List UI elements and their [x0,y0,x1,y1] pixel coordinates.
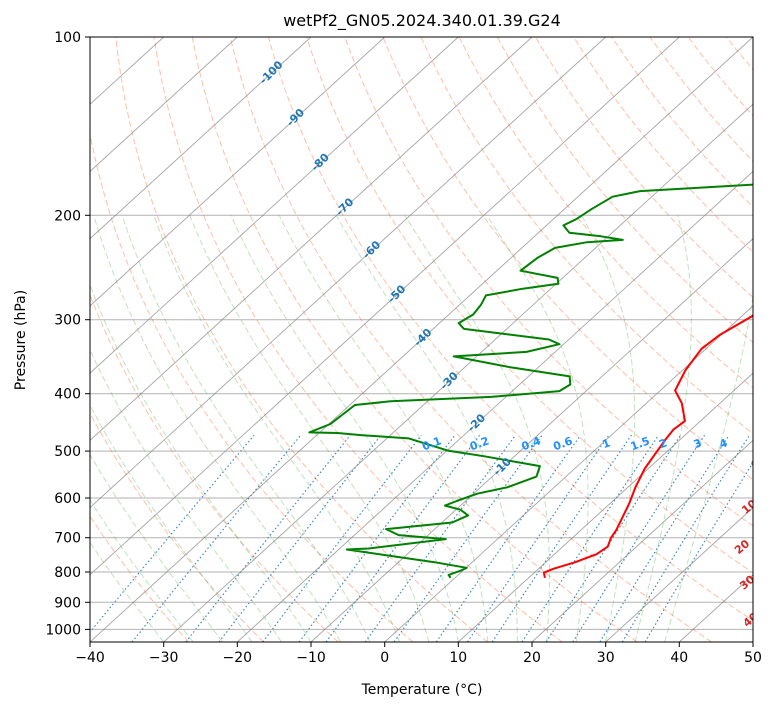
moist-adiabat [90,283,312,642]
tick-layer: −40 −30 −20 −10 0 10 20 30 40 5010020030040050060… [45,30,762,666]
moist-adiabat [634,215,692,642]
y-tick-label: 700 [54,531,81,547]
mixing-ratio-label: 1.5 [629,434,652,453]
moist-adiabat [121,215,371,642]
moist-adiabat [278,215,489,642]
x-tick-label: 20 [523,650,541,666]
mixing-ratio-line [521,434,660,642]
moist-adiabat-label: 0 [748,457,762,472]
isotherm [384,305,753,642]
mixing-ratio-label: 4 [718,436,730,451]
mixing-ratio-line [364,434,516,642]
x-tick-label: −40 [75,650,105,666]
isotherm [90,37,312,240]
isotherm [457,372,753,642]
dry-adiabat [649,37,753,163]
dry-adiabat [268,37,753,622]
series-layer [308,183,753,579]
chart-title: wetPf2_GN05.2024.340.01.39.G24 [283,11,561,31]
mixing-ratio-line [90,434,255,634]
mixing-ratio-label: 0.4 [520,434,543,453]
dry-adiabat [191,37,638,642]
mixing-ratio-line [599,434,730,642]
mixing-ratio-line [644,461,753,642]
dry-adiabat [306,37,753,574]
isotherm [531,439,753,642]
dry-adiabat [90,131,414,642]
dry-adiabat [115,37,488,642]
dewpoint-profile-line [308,183,753,579]
mixing-ratio-label: 1 [600,436,612,451]
isotherm [90,37,753,642]
isotherm [90,37,386,307]
mixing-ratio-label: 0.1 [420,434,443,453]
y-tick-label: 100 [54,30,81,46]
dry-adiabat [229,37,712,642]
y-tick-label: 600 [54,491,81,507]
mixing-ratio-line [298,434,456,642]
mixing-ratio-label: 0.2 [468,434,491,453]
isotherm [90,37,607,509]
mixing-ratio-line [325,434,481,642]
dry-adiabat [90,412,264,642]
dry-adiabat [535,37,753,298]
mixing-ratio-line [491,434,632,642]
plot-frame [89,36,754,643]
dry-adiabat [90,515,190,642]
x-tick-label: 40 [670,650,688,666]
dry-adiabat [496,37,753,344]
y-tick-label: 400 [54,387,81,403]
isotherm [163,103,753,642]
dry-adiabat [573,37,753,253]
isotherm [605,506,753,642]
y-tick-label: 800 [54,565,81,581]
y-tick-label: 200 [54,208,81,224]
x-tick-label: 0 [380,650,389,666]
mixing-ratio-line [185,434,351,642]
y-tick-label: 500 [54,444,81,460]
x-tick-label: 10 [449,650,467,666]
x-tick-label: −30 [149,650,179,666]
moist-adiabat [90,348,282,642]
isotherm [90,37,533,441]
mixing-ratio-line [572,434,706,642]
dry-adiabat [153,37,563,642]
x-axis-label: Temperature (°C) [361,682,483,698]
y-tick-label: 1000 [45,622,81,638]
x-tick-label: 50 [744,650,762,666]
moist-adiabat [93,215,341,642]
isotherm [90,37,238,173]
dry-adiabat [611,37,753,208]
grid-layer [90,37,775,642]
moist-adiabat [581,215,636,642]
y-tick-label: 900 [54,595,81,611]
isotherm [752,641,753,642]
mixing-ratio-label: 3 [692,436,704,451]
y-axis-label: Pressure (hPa) [13,290,29,390]
dry-adiabat [765,37,775,642]
moist-adiabat [230,215,459,642]
dry-adiabat [382,37,753,481]
x-tick-label: 30 [597,650,615,666]
mixing-ratio-label: 0.6 [551,434,574,453]
temperature-profile-line [542,314,753,578]
x-tick-label: −10 [296,650,326,666]
isotherm [90,37,680,576]
mixing-ratio-label: 6 [759,436,771,451]
mixing-ratio-label: 2 [657,436,669,451]
mixing-ratio-line [435,434,582,642]
isotherm [236,170,753,642]
x-tick-label: −20 [223,650,253,666]
mixing-ratio-line [545,434,682,642]
moist-adiabat [153,215,400,642]
mixing-ratio-line [262,434,422,642]
y-tick-label: 300 [54,313,81,329]
dry-adiabat [90,293,339,642]
moist-adiabat [664,292,753,642]
mixing-ratio-line [466,434,610,642]
moist-adiabat [189,215,430,642]
isotherm [90,37,459,374]
mixing-ratio-line [131,434,302,642]
